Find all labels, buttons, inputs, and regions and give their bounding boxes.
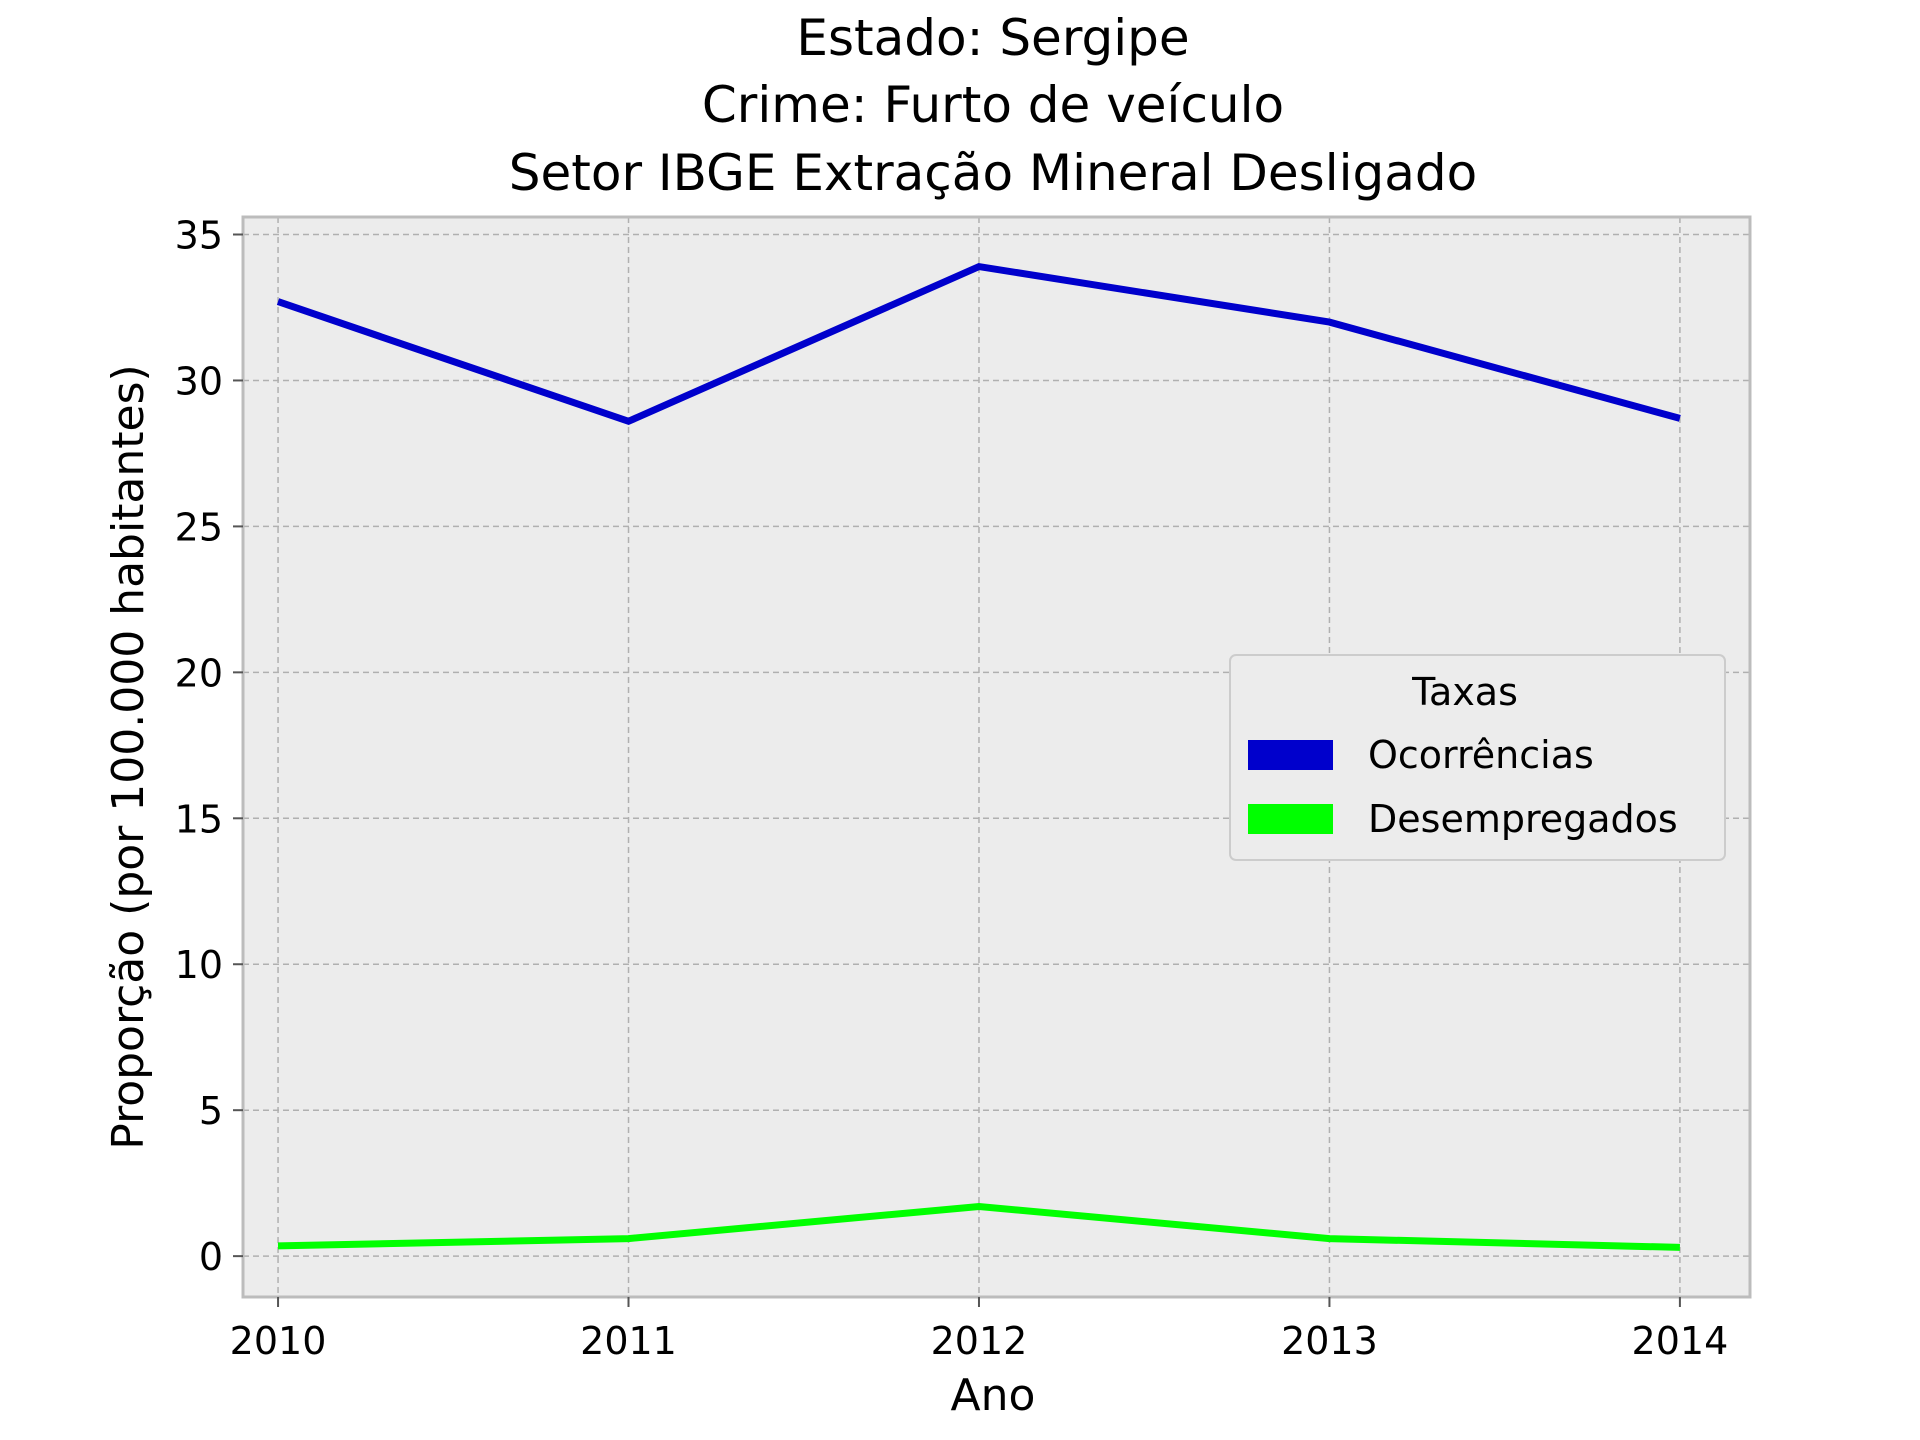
x-tick-label: 2012 [931,1319,1028,1363]
y-tick-label: 0 [199,1235,223,1279]
legend-label-ocorrencias: Ocorrências [1368,733,1594,777]
y-tick-label: 30 [175,359,223,403]
series-lines [276,262,1681,1251]
y-tick-label: 5 [199,1089,223,1133]
x-tick-label: 2011 [580,1319,677,1363]
x-axis-label: Ano [951,1370,1036,1421]
series-line-desempregados [277,1202,1680,1251]
plot-frame [241,215,1752,1299]
y-tick-label: 15 [175,797,223,841]
x-tick-label: 2013 [1281,1319,1378,1363]
chart-title: Estado: Sergipe Crime: Furto de veículo … [509,9,1477,202]
legend-box [1229,654,1726,861]
y-axis-label: Proporção (por 100.000 habitantes) [103,364,154,1149]
y-tick-label: 20 [175,651,223,695]
y-tick-label: 25 [175,505,223,549]
legend: Taxas Ocorrências Desempregados [1229,654,1726,861]
x-tick-label: 2010 [230,1319,327,1363]
x-tick-label: 2014 [1632,1319,1729,1363]
y-tick-label: 35 [175,214,223,258]
legend-label-desempregados: Desempregados [1368,797,1678,841]
title-line-1: Estado: Sergipe [796,9,1189,67]
title-line-2: Crime: Furto de veículo [702,76,1284,134]
title-line-3: Setor IBGE Extração Mineral Desligado [509,144,1477,202]
legend-swatch-desempregados [1248,804,1333,834]
series-line-ocorrencias [276,262,1681,426]
axis-ticks: 0 5 10 15 20 25 30 35 2010 2011 2012 2013 2014 [175,214,1729,1363]
legend-title: Taxas [1411,670,1518,714]
legend-swatch-ocorrencias [1248,740,1333,770]
grid-lines [243,217,1750,1297]
y-tick-label: 10 [175,943,223,987]
